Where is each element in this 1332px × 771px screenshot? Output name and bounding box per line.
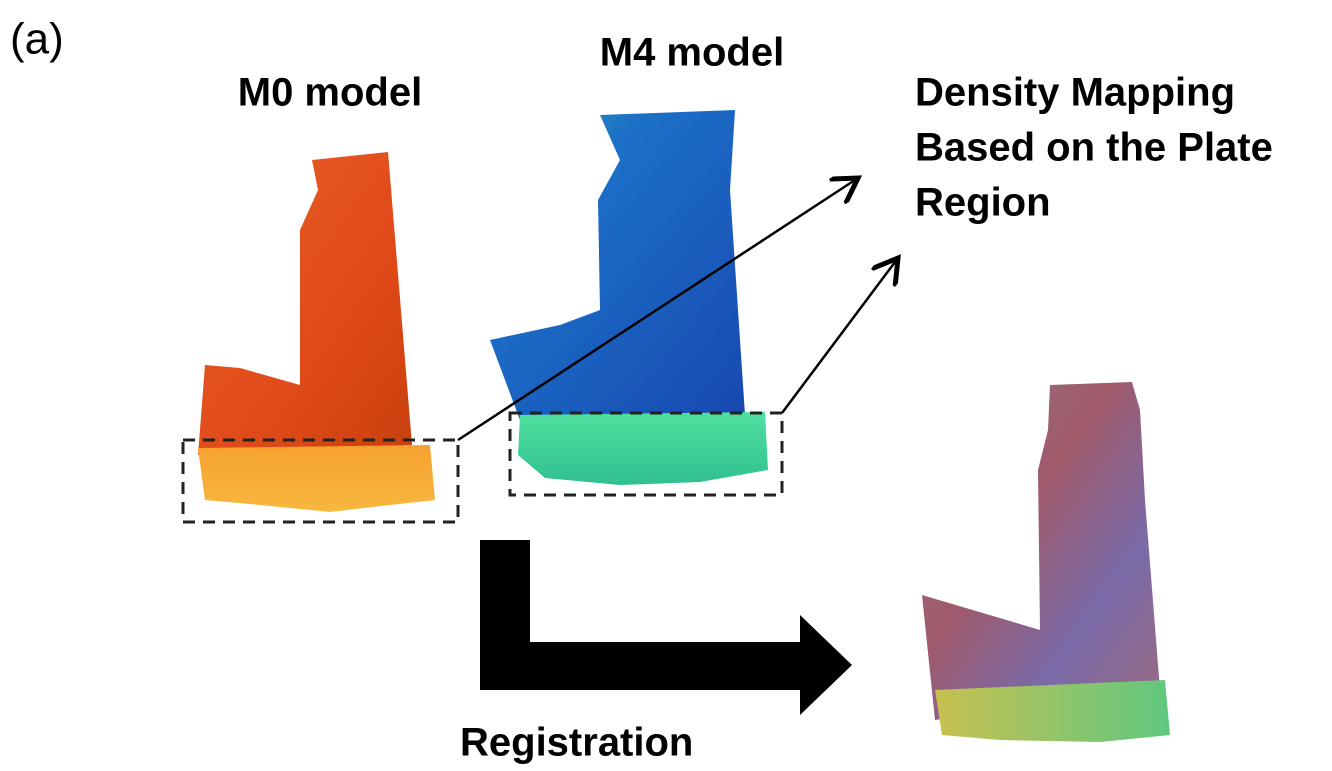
m0-plate <box>198 445 435 512</box>
mapping-arrow <box>782 258 898 413</box>
model-label: M0 model <box>238 71 422 115</box>
m4-plate <box>518 412 768 485</box>
mapping-label: Density Mapping <box>915 71 1235 115</box>
registration-arrow <box>480 540 852 715</box>
model-label: M4 model <box>600 31 784 75</box>
mapping-label: Region <box>915 181 1051 225</box>
m0-model <box>198 152 412 455</box>
m4-model <box>490 110 745 420</box>
result-model <box>922 382 1160 720</box>
panel-label: (a) <box>10 15 64 64</box>
mapping-label: Based on the Plate <box>915 126 1273 170</box>
figure: (a) M0 model M4 model Density Mapping Ba… <box>0 0 1332 771</box>
arrow-label: Registration <box>460 721 693 765</box>
result-plate <box>935 680 1170 742</box>
